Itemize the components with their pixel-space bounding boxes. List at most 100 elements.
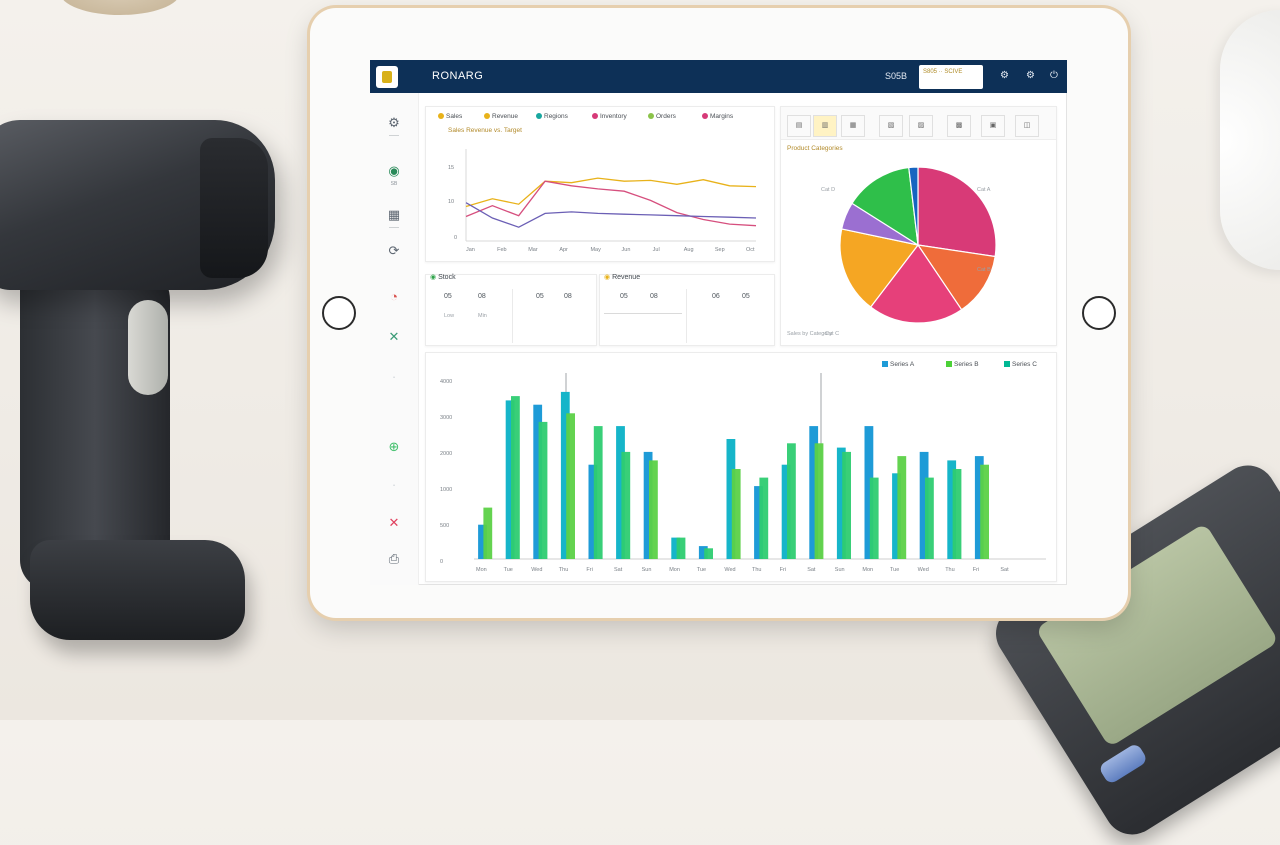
bar-series-b[interactable] xyxy=(925,477,934,559)
pie-slice[interactable] xyxy=(917,166,997,258)
line-chart-subtitle: Sales Revenue vs. Target xyxy=(448,127,522,134)
bar-series-b[interactable] xyxy=(842,451,851,559)
bar-series-a[interactable] xyxy=(892,473,901,559)
bar-series-b[interactable] xyxy=(511,396,520,559)
bar-x-tick: Wed xyxy=(531,567,543,573)
bar-series-b[interactable] xyxy=(483,507,493,559)
toolbar-button[interactable]: ▨ xyxy=(909,115,933,137)
bar-series-a[interactable] xyxy=(781,464,791,559)
toolbar-button[interactable]: ▥ xyxy=(813,115,837,137)
bar-series-b[interactable] xyxy=(704,548,713,559)
sidebar-caption: —— xyxy=(389,225,399,231)
bar-series-a[interactable] xyxy=(809,426,819,559)
bar-series-b[interactable] xyxy=(787,443,796,559)
revenue-cell[interactable]: 06 05 xyxy=(686,289,774,343)
toolbar-button[interactable]: ▧ xyxy=(879,115,903,137)
bar-series-b[interactable] xyxy=(869,477,879,559)
bar-series-b[interactable] xyxy=(897,456,907,559)
sidebar-refresh-icon[interactable]: ⟳ xyxy=(388,243,400,258)
bar-series-b[interactable] xyxy=(731,469,741,559)
legend-item: Series C xyxy=(1004,361,1037,368)
notifications-icon[interactable]: ⚙ xyxy=(1026,70,1035,81)
sidebar-user-icon[interactable]: ⎙ xyxy=(388,551,400,566)
bar-series-a[interactable] xyxy=(643,451,653,559)
bar-x-tick: Mon xyxy=(476,567,487,573)
bar-series-b[interactable] xyxy=(538,421,548,559)
bar-x-tick: Tue xyxy=(696,567,707,573)
x-tick: May xyxy=(590,247,601,253)
stock-card-title: ◉ Stock xyxy=(430,274,456,281)
bar-x-tick: Sun xyxy=(834,567,845,573)
bar-series-a[interactable] xyxy=(864,426,874,559)
bar-series-b[interactable] xyxy=(676,537,686,559)
bar-x-tick: Fri xyxy=(779,567,787,573)
bar-series-b[interactable] xyxy=(566,413,575,559)
bar-series-a[interactable] xyxy=(726,439,736,559)
pie-slice[interactable] xyxy=(869,243,963,324)
bar-series-a[interactable] xyxy=(505,400,515,559)
stock-cell[interactable]: 05 08 xyxy=(512,289,596,343)
pie-slice-label: Cat C xyxy=(825,331,840,337)
bar-series-a[interactable] xyxy=(560,391,570,559)
bar-y-tick: 0 xyxy=(440,559,444,565)
toolbar-button[interactable]: ◫ xyxy=(1015,115,1039,137)
pie-slice[interactable] xyxy=(851,166,919,247)
legend-item: Orders xyxy=(648,113,676,120)
sidebar-pie-icon[interactable]: ◔ xyxy=(390,289,398,304)
sidebar-dot2-icon[interactable]: · xyxy=(391,477,397,492)
bar-series-b[interactable] xyxy=(980,464,989,559)
toolbar-button[interactable]: ▤ xyxy=(787,115,811,137)
x-tick: Apr xyxy=(559,247,568,253)
sidebar-gear-icon[interactable]: ⚙ xyxy=(388,115,400,130)
revenue-summary-card: ◉ Revenue 05 08 06 05 xyxy=(599,274,775,346)
bar-series-a[interactable] xyxy=(616,426,625,559)
settings-icon[interactable]: ⚙ xyxy=(1000,70,1009,81)
tablet-home-button-left[interactable] xyxy=(322,296,356,330)
bar-series-b[interactable] xyxy=(649,460,658,559)
toolbar-button[interactable]: ▩ xyxy=(947,115,971,137)
bar-series-b[interactable] xyxy=(814,443,824,559)
y-tick: 15 xyxy=(448,165,455,171)
bar-y-tick: 1000 xyxy=(440,487,453,493)
revenue-value: 06 xyxy=(712,293,720,300)
app-logo[interactable] xyxy=(376,66,398,88)
toolbar-button[interactable]: ▦ xyxy=(841,115,865,137)
stock-cell[interactable]: 05 08 Low Min xyxy=(426,289,513,343)
bar-series-a[interactable] xyxy=(698,546,708,559)
bar-series-b[interactable] xyxy=(593,426,603,559)
sidebar-globe-icon[interactable]: ◉ xyxy=(388,163,400,178)
pie-slice[interactable] xyxy=(916,244,996,311)
revenue-value: 05 xyxy=(742,293,750,300)
pie-chart xyxy=(839,166,997,324)
bar-series-a[interactable] xyxy=(947,460,957,559)
bar-series-a[interactable] xyxy=(588,464,598,559)
sidebar-close-icon[interactable]: ✕ xyxy=(388,515,400,530)
bar-series-b[interactable] xyxy=(759,477,769,559)
sidebar-dot-icon[interactable]: · xyxy=(391,369,397,384)
bar-series-a[interactable] xyxy=(919,451,929,559)
pie-slice[interactable] xyxy=(839,228,920,308)
sidebar-plus-icon[interactable]: ⊕ xyxy=(388,439,400,454)
bar-series-a[interactable] xyxy=(671,537,681,559)
revenue-value: 08 xyxy=(650,293,658,300)
bar-series-a[interactable] xyxy=(754,486,763,559)
pie-slice[interactable] xyxy=(908,166,919,246)
x-tick: Jan xyxy=(466,247,475,253)
bar-series-a[interactable] xyxy=(478,524,487,559)
stock-value: 08 xyxy=(478,293,486,300)
bar-series-a[interactable] xyxy=(836,447,846,559)
line-series-inventory xyxy=(465,180,757,227)
toolbar-button[interactable]: ▣ xyxy=(981,115,1005,137)
bar-series-a[interactable] xyxy=(533,404,543,559)
revenue-cell[interactable]: 05 08 xyxy=(600,289,687,343)
stock-sub: Min xyxy=(478,313,487,319)
tablet-home-button-right[interactable] xyxy=(1082,296,1116,330)
stock-value: 05 xyxy=(536,293,544,300)
bar-series-b[interactable] xyxy=(621,451,631,559)
search-box[interactable]: S805 ·· SCIVE xyxy=(919,65,983,89)
sidebar-grid-icon[interactable]: ▦ xyxy=(387,207,401,222)
power-icon[interactable]: ⏻ xyxy=(1050,70,1058,81)
bar-series-b[interactable] xyxy=(952,469,962,559)
bar-series-a[interactable] xyxy=(974,456,984,559)
sidebar-tools-icon[interactable]: ✕ xyxy=(388,329,400,344)
